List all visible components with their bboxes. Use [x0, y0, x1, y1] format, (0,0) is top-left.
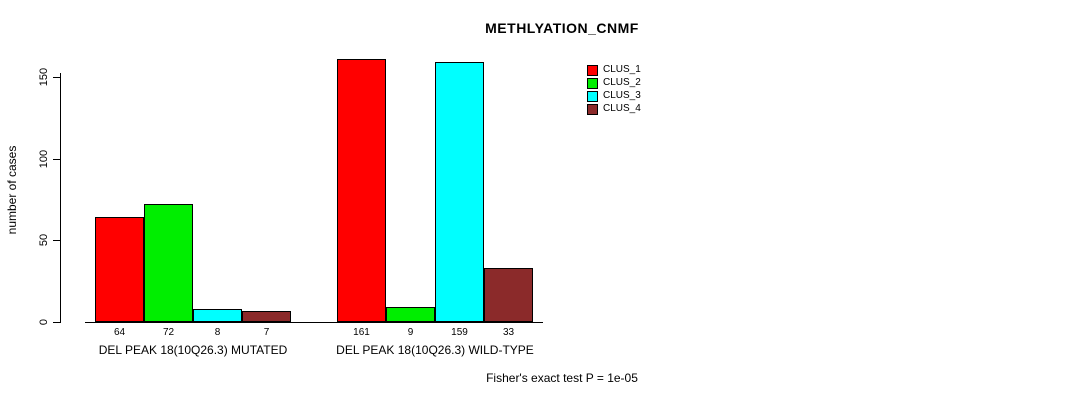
legend-entry: CLUS_4	[587, 103, 641, 115]
y-tick-label: 150	[38, 67, 50, 87]
y-axis-line	[60, 73, 61, 323]
y-tick-label: 0	[38, 318, 50, 326]
bar-value-label: 64	[113, 327, 126, 338]
bar-clus_2-group1	[144, 204, 193, 322]
bar-clus_3-group1	[193, 309, 242, 322]
legend-swatch-icon	[587, 90, 598, 102]
bar-clus_4-group1	[242, 311, 291, 322]
legend: CLUS_1 CLUS_2 CLUS_3 CLUS_4	[587, 64, 641, 116]
y-tick	[53, 240, 60, 242]
y-tick	[53, 322, 60, 323]
chart-title: METHLYATION_CNMF	[485, 20, 639, 36]
bar-value-label: 161	[353, 327, 370, 338]
legend-swatch-icon	[587, 77, 598, 89]
bar-value-label: 72	[162, 327, 175, 338]
legend-label: CLUS_2	[603, 77, 641, 88]
legend-label: CLUS_3	[603, 90, 641, 101]
group-label: DEL PEAK 18(10Q26.3) MUTATED	[98, 343, 288, 357]
y-axis-label: number of cases	[5, 145, 19, 235]
legend-label: CLUS_1	[603, 64, 641, 75]
legend-swatch-icon	[587, 64, 598, 76]
x-axis-line	[85, 322, 543, 323]
y-tick	[53, 158, 60, 160]
legend-label: CLUS_4	[603, 103, 641, 114]
bar-value-label: 8	[214, 327, 221, 338]
bar-value-label: 9	[407, 327, 414, 338]
bar-clus_1-group2	[337, 59, 386, 322]
bar-clus_1-group1	[95, 217, 144, 322]
bar-clus_2-group2	[386, 307, 435, 322]
bar-value-label: 159	[451, 327, 468, 338]
legend-entry: CLUS_1	[587, 64, 641, 76]
group-label: DEL PEAK 18(10Q26.3) WILD-TYPE	[336, 343, 534, 357]
legend-entry: CLUS_3	[587, 90, 641, 102]
y-tick	[53, 77, 60, 78]
footer-note: Fisher's exact test P = 1e-05	[486, 371, 638, 385]
bar-value-label: 33	[502, 327, 515, 338]
y-tick-label: 50	[38, 234, 50, 247]
bar-clus_4-group2	[484, 268, 533, 322]
legend-entry: CLUS_2	[587, 77, 641, 89]
legend-swatch-icon	[587, 103, 598, 115]
bar-value-label: 7	[263, 327, 270, 338]
bar-clus_3-group2	[435, 62, 484, 322]
y-tick-label: 100	[38, 149, 50, 168]
